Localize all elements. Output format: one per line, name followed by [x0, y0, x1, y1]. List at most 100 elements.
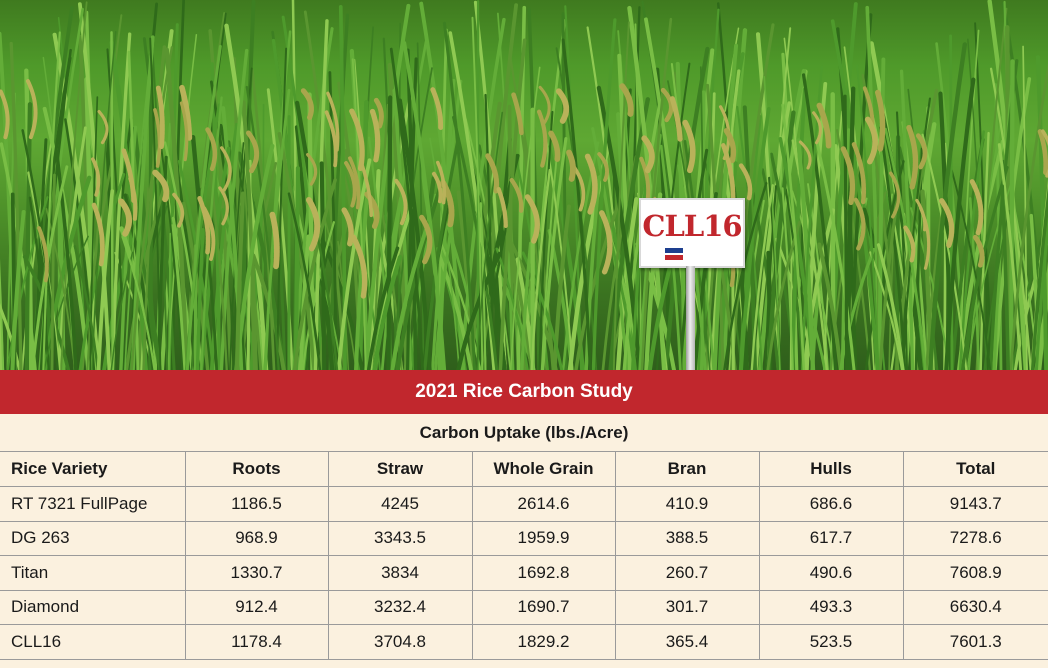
grass-blade	[640, 17, 673, 370]
grass-blade	[313, 19, 329, 370]
grass-blade	[542, 120, 574, 370]
grass-blade	[838, 247, 876, 370]
grass-blade	[266, 88, 294, 370]
table-row: DG 263 968.9 3343.5 1959.9 388.5 617.7 7278.6	[0, 521, 1048, 556]
grass-blade	[10, 210, 26, 370]
carbon-uptake-table: Rice Variety Roots Straw Whole Grain Bran Hul…	[0, 452, 1048, 660]
value-cell: 6630.4	[903, 590, 1048, 625]
rice-panicle	[812, 111, 822, 145]
rice-panicle	[862, 86, 875, 126]
rice-panicle	[584, 153, 598, 215]
rice-panicle	[660, 87, 674, 123]
grass-blade	[364, 3, 411, 370]
rice-panicle	[816, 102, 832, 149]
value-cell: 1330.7	[185, 555, 329, 591]
grass-blade	[757, 68, 807, 370]
column-header: Rice Variety	[0, 452, 186, 487]
rice-panicle	[348, 156, 361, 210]
rice-panicle	[153, 108, 162, 168]
variety-cell: Titan	[0, 555, 186, 591]
table-row: RT 7321 FullPage 1186.5 4245 2614.6 410.9 686…	[0, 486, 1048, 522]
value-cell: 1829.2	[472, 624, 616, 660]
grass-blade	[723, 182, 768, 370]
rice-panicle	[511, 92, 524, 136]
grass-blade	[281, 15, 325, 370]
grass-blade	[781, 52, 799, 370]
table-header-row: Rice Variety Roots Straw Whole Grain Bran Hul…	[0, 452, 1048, 487]
grass-blade	[753, 101, 792, 370]
rice-panicle	[97, 110, 109, 145]
grass-blade	[89, 96, 99, 370]
grass-blade	[110, 251, 134, 370]
grass-blade	[739, 106, 771, 370]
rice-panicle	[344, 161, 357, 208]
column-header: Straw	[328, 452, 473, 487]
grass-blade	[423, 137, 460, 370]
grass-blade	[301, 221, 335, 370]
table-subtitle: Carbon Uptake (lbs./Acre)	[0, 414, 1048, 452]
rice-panicle	[1037, 129, 1048, 175]
grass-blade	[541, 137, 568, 370]
rice-panicle	[536, 109, 548, 168]
rice-panicle	[326, 91, 340, 152]
rice-panicle	[972, 234, 985, 268]
rice-panicle	[245, 130, 260, 174]
value-cell: 388.5	[615, 521, 760, 556]
rice-panicle	[341, 207, 354, 247]
value-cell: 365.4	[615, 624, 760, 660]
plot-sign: CLL16	[639, 198, 745, 268]
rice-panicle	[915, 133, 928, 170]
grass-blade	[975, 7, 1008, 370]
rice-panicle	[269, 211, 280, 270]
plot-sign-label: CLL16	[642, 209, 742, 243]
value-cell: 2614.6	[472, 486, 616, 522]
rice-panicle	[91, 202, 105, 267]
rice-panicle	[915, 198, 927, 232]
rice-panicle	[738, 163, 753, 201]
grass-blade	[974, 22, 990, 370]
grass-blade	[750, 184, 774, 370]
grass-blade	[278, 248, 287, 370]
grass-blade	[1034, 214, 1048, 370]
grass-blade	[781, 103, 806, 370]
grass-blade	[801, 73, 838, 370]
value-cell: 968.9	[185, 521, 329, 556]
grass-blade	[538, 110, 554, 370]
grass-blade	[1000, 184, 1011, 370]
rice-panicle	[172, 192, 185, 228]
rice-panicle	[723, 128, 737, 164]
table-row: CLL16 1178.4 3704.8 1829.2 365.4 523.5 7601.3	[0, 624, 1048, 660]
grass-blade	[433, 213, 455, 370]
rice-panicle	[128, 176, 138, 221]
rice-field-photo: CLL16	[0, 0, 1048, 370]
grass-blade	[944, 77, 976, 370]
grass-blade	[45, 208, 76, 370]
grass-blade	[54, 149, 78, 370]
grass-blade	[781, 187, 794, 370]
grass-blade	[182, 201, 210, 370]
grass-blade	[390, 224, 429, 370]
rice-panicle	[218, 186, 229, 226]
rice-panicle	[864, 116, 878, 165]
rice-panicle	[419, 214, 433, 265]
rice-panicle	[350, 234, 368, 299]
grass-blade	[901, 97, 931, 370]
sign-logo-icon	[665, 248, 683, 260]
grass-blade	[520, 241, 533, 370]
value-cell: 4245	[328, 486, 473, 522]
rice-panicle	[324, 110, 338, 168]
rice-panicle	[152, 169, 170, 203]
grass-blade	[899, 69, 915, 370]
grass-blade	[960, 165, 1009, 370]
grass-blade	[509, 66, 541, 370]
value-cell: 7601.3	[903, 624, 1048, 660]
value-cell: 1178.4	[185, 624, 329, 660]
rice-panicle	[306, 153, 318, 186]
grass-blade	[60, 1, 88, 370]
grass-blade	[878, 210, 898, 370]
grass-blade	[856, 64, 880, 370]
rice-panicle	[597, 152, 609, 182]
grass-blade	[456, 251, 502, 370]
grass-blade	[622, 99, 662, 370]
rice-panicle	[305, 196, 321, 253]
